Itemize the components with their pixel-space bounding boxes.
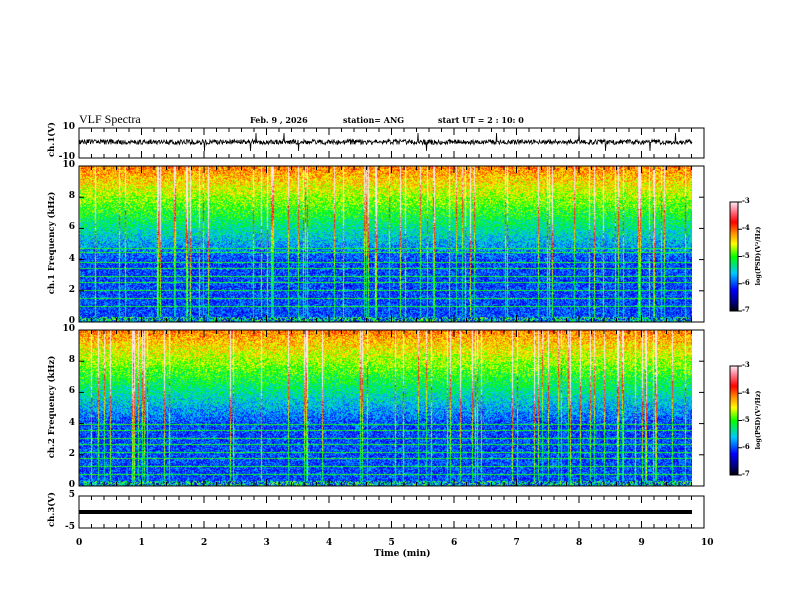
x-tick-label: 5	[388, 538, 395, 548]
y-tick-label: 6	[68, 386, 75, 397]
x-tick-label: 4	[326, 538, 333, 548]
x-tick-label: 2	[201, 538, 208, 548]
colorbar-tick-label: -5	[742, 250, 750, 260]
panel-frame	[78, 165, 705, 323]
y-tick-label: 4	[68, 417, 75, 428]
x-tick-label: 1	[138, 538, 145, 548]
y-tick-label: 2	[68, 284, 75, 295]
colorbar-frame	[729, 201, 739, 312]
colorbar-tick-label: -4	[742, 223, 750, 233]
y-tick-label: 10	[62, 160, 75, 170]
colorbar-label: log(PSD)(V²/Hz)	[754, 226, 762, 286]
y-axis-label: ch.1(V)	[47, 122, 57, 157]
colorbar-label: log(PSD)(V²/Hz)	[754, 390, 762, 450]
ch2-colorbar	[730, 366, 738, 475]
x-tick-label: 7	[513, 538, 520, 548]
y-tick-label: 10	[62, 122, 75, 132]
plot-title: VLF Spectra	[79, 112, 141, 126]
x-tick-label: 6	[451, 538, 458, 548]
y-tick-label: 10	[62, 324, 75, 334]
panel-frame	[78, 329, 705, 487]
colorbar-tick-label: -6	[742, 441, 750, 451]
y-tick-label: -5	[65, 522, 75, 532]
x-tick-label: 8	[576, 538, 583, 548]
ch1-trace	[78, 132, 693, 152]
colorbar-tick-label: -3	[742, 196, 750, 205]
colorbar-tick-label: -7	[742, 469, 750, 478]
y-tick-label: 4	[68, 253, 75, 264]
y-tick-label: -10	[58, 152, 75, 162]
ch2-spectrogram	[79, 330, 692, 486]
y-tick-label: 6	[68, 222, 75, 233]
y-tick-label: 8	[68, 355, 75, 366]
y-tick-label: 0	[68, 480, 75, 490]
colorbar-frame	[729, 365, 739, 476]
x-tick-label: 10	[701, 538, 714, 548]
x-tick-label: 0	[76, 538, 83, 548]
start-time-label: start UT = 2 : 10: 0	[438, 115, 524, 125]
y-axis-label: ch.2 Frequency (kHz)	[47, 355, 57, 459]
x-tick-label: 3	[263, 538, 270, 548]
colorbar-tick-label: -7	[742, 305, 750, 314]
colorbar-tick-label: -5	[742, 414, 750, 424]
x-tick-label: 9	[638, 538, 645, 548]
station-label: station= ANG	[343, 115, 405, 125]
colorbar-tick-label: -4	[742, 387, 750, 397]
colorbar-tick-label: -6	[742, 277, 750, 287]
y-axis-label: ch.3(V)	[47, 492, 57, 527]
colorbar-tick-label: -3	[742, 360, 750, 369]
y-tick-label: 5	[68, 490, 75, 500]
ch1-colorbar	[730, 202, 738, 311]
y-tick-label: 8	[68, 191, 75, 202]
y-tick-label: 2	[68, 448, 75, 459]
date-label: Feb. 9 , 2026	[250, 115, 308, 125]
ch1-spectrogram	[79, 166, 692, 322]
x-axis-label: Time (min)	[374, 549, 431, 559]
y-tick-label: 0	[68, 316, 75, 326]
y-axis-label: ch.1 Frequency (kHz)	[47, 191, 57, 295]
